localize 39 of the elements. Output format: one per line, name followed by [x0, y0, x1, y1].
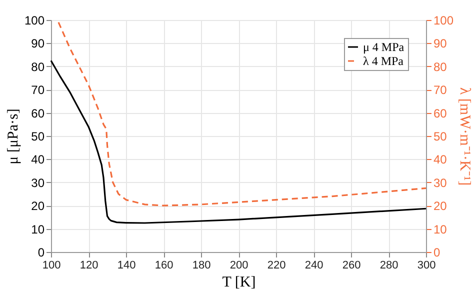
x-tick-label: 180	[192, 260, 211, 272]
y-tick-label: 80	[31, 60, 45, 74]
y2-tick-label: 70	[434, 83, 448, 98]
line-series	[58, 22, 427, 206]
x-tick-label: 140	[117, 260, 136, 272]
y-tick-label: 30	[31, 176, 45, 190]
y-tick-label: 20	[31, 199, 45, 214]
y2-tick-label: 40	[434, 152, 448, 167]
y-tick-label: 10	[31, 222, 45, 236]
y-tick-label: 90	[31, 36, 45, 51]
x-tick-label: 220	[267, 260, 286, 272]
y2-tick-label: 90	[434, 36, 448, 51]
x-tick-label: 300	[417, 260, 436, 272]
x-tick-label: 200	[230, 260, 248, 272]
y-tick-label: 0	[38, 246, 45, 260]
y-tick-label: 70	[31, 83, 45, 98]
x-tick-label: 240	[304, 260, 324, 272]
x-tick-label: 120	[80, 260, 98, 272]
y-axis-title: μ [μPa·s]	[5, 108, 22, 164]
y2-tick-label: 30	[434, 176, 448, 190]
y2-tick-label: 100	[434, 14, 454, 28]
y-tick-label: 60	[31, 106, 45, 120]
legend-label: μ 4 MPa	[363, 40, 405, 54]
x-axis-title: T [K]	[222, 274, 256, 290]
y2-tick-label: 80	[434, 60, 448, 74]
y2-axis-title: λ [mW·m⁻¹·K⁻¹]	[456, 87, 473, 186]
legend-label: λ 4 MPa	[363, 54, 404, 68]
x-tick-label: 160	[154, 260, 174, 272]
y-tick-label: 40	[31, 152, 45, 167]
y2-tick-label: 60	[434, 106, 448, 120]
y-tick-label: 50	[31, 130, 45, 144]
x-tick-label: 260	[342, 260, 361, 272]
y2-tick-label: 50	[434, 130, 448, 144]
y2-tick-label: 0	[434, 246, 440, 260]
y-tick-label: 100	[24, 14, 45, 28]
x-tick-label: 280	[380, 260, 398, 272]
y2-tick-label: 10	[434, 222, 448, 236]
x-tick-label: 100	[42, 260, 61, 272]
y2-tick-label: 20	[434, 199, 448, 214]
